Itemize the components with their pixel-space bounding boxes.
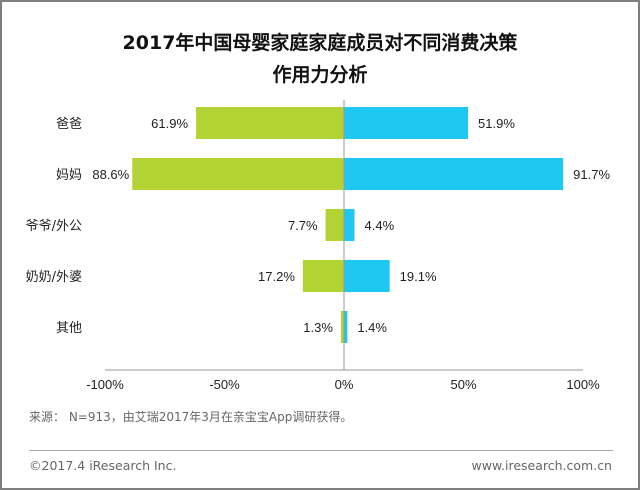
data-label-left: 1.3% [303, 320, 333, 335]
x-tick-label: 100% [566, 377, 600, 392]
category-label: 奶奶/外婆 [26, 270, 82, 285]
bar-left [340, 311, 344, 343]
category-label: 爷爷/外公 [26, 219, 82, 234]
footer-divider [29, 450, 613, 451]
data-label-right: 91.7% [573, 167, 610, 182]
bar-right [344, 311, 348, 343]
data-label-right: 1.4% [357, 320, 387, 335]
chart-title-line1: 2017年中国母婴家庭家庭成员对不同消费决策 [122, 32, 518, 54]
x-tick-label: 50% [450, 377, 476, 392]
data-label-right: 4.4% [365, 218, 395, 233]
data-label-left: 88.6% [92, 167, 129, 182]
bar-left [325, 209, 344, 241]
data-label-left: 61.9% [151, 116, 188, 131]
x-tick-label: -100% [86, 377, 124, 392]
bar-right [344, 158, 564, 190]
bar-right [344, 209, 355, 241]
source-note: 来源： N=913，由艾瑞2017年3月在亲宝宝App调研获得。 [29, 410, 353, 424]
x-tick-label: -50% [209, 377, 240, 392]
data-label-right: 19.1% [400, 269, 437, 284]
website-url: www.iresearch.com.cn [471, 458, 613, 473]
category-label: 其他 [56, 321, 82, 336]
bar-left [196, 107, 344, 139]
chart-title-line2: 作用力分析 [272, 64, 368, 86]
category-label: 爸爸 [56, 117, 82, 132]
bar-right [344, 107, 469, 139]
bar-left [132, 158, 344, 190]
data-label-right: 51.9% [478, 116, 515, 131]
copyright: ©2017.4 iResearch Inc. [29, 458, 177, 473]
data-label-left: 17.2% [258, 269, 295, 284]
data-label-left: 7.7% [288, 218, 318, 233]
bar-left [302, 260, 344, 292]
category-label: 妈妈 [56, 168, 82, 183]
bar-right [344, 260, 390, 292]
x-tick-label: 0% [335, 377, 354, 392]
diverging-bar-chart: 爸爸 61.9% 51.9% 妈妈 88.6% 91.7% 爷爷/外公 7.7% 4.4% 奶奶/… [26, 100, 610, 392]
